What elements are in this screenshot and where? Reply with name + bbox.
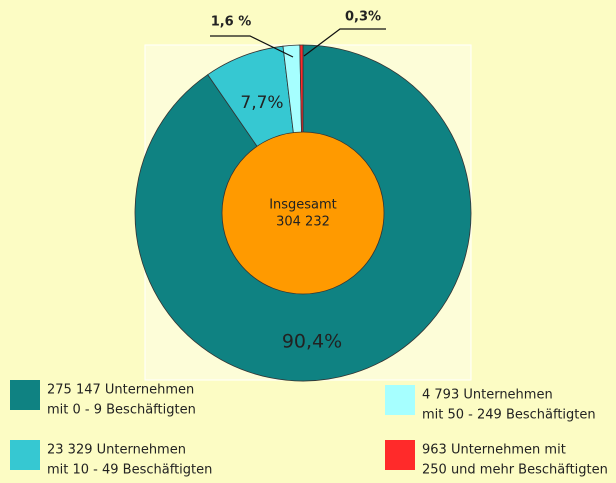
legend-label: mit 0 - 9 Beschäftigten	[47, 403, 196, 418]
legend-label: 250 und mehr Beschäftigten	[422, 463, 608, 478]
center-label: Insgesamt	[269, 198, 337, 213]
legend-swatch	[10, 380, 40, 410]
center-label: 304 232	[276, 215, 330, 230]
legend-swatch	[385, 440, 415, 470]
leader-line	[303, 28, 386, 57]
pie	[134, 44, 472, 382]
center-circle	[221, 131, 385, 295]
data-label: 7,7%	[240, 93, 283, 113]
legend-label: 963 Unternehmen mit	[422, 443, 566, 458]
legend-swatch	[10, 440, 40, 470]
legend-label: 4 793 Unternehmen	[422, 388, 553, 403]
legend-label: 23 329 Unternehmen	[47, 443, 186, 458]
legend-label: mit 50 - 249 Beschäftigten	[422, 408, 596, 423]
legend-label: 275 147 Unternehmen	[47, 383, 194, 398]
data-label: 1,6 %	[211, 15, 252, 30]
data-label: 90,4%	[282, 331, 342, 353]
legend-swatch	[385, 385, 415, 415]
data-label: 0,3%	[345, 10, 381, 25]
leader-line	[210, 35, 294, 58]
legend-label: mit 10 - 49 Beschäftigten	[47, 463, 212, 478]
